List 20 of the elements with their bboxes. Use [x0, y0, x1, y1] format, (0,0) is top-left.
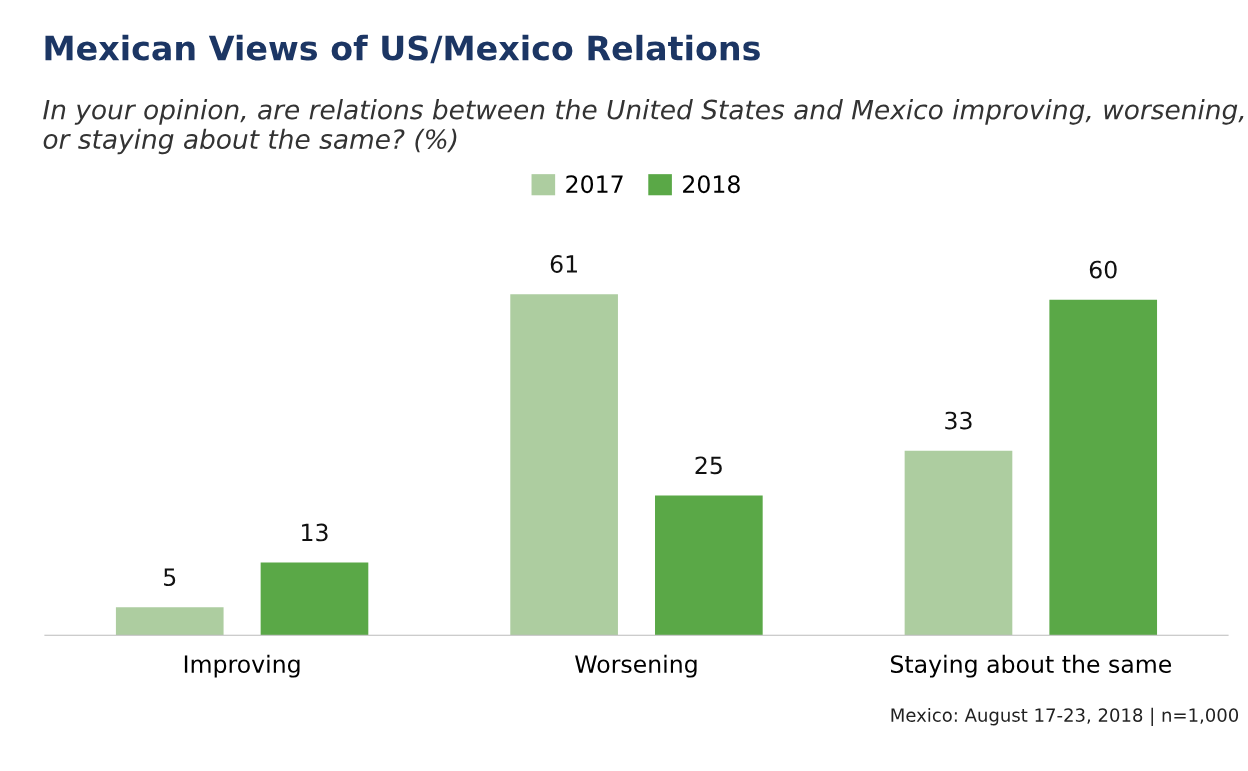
- bar: [1049, 299, 1158, 636]
- data-label: 13: [302, 523, 328, 542]
- bar: [655, 495, 763, 636]
- data-label: 60: [1089, 260, 1117, 279]
- x-tick-label: Worsening: [575, 654, 697, 678]
- bar: [115, 607, 224, 636]
- x-tick-label: Improving: [184, 654, 300, 678]
- x-tick-label: Staying about the same: [890, 654, 1172, 678]
- bar: [904, 450, 1013, 636]
- data-label: 33: [945, 411, 972, 430]
- bar: [510, 294, 618, 636]
- text: Mexico: August 17-23, 2018 | n=1,000: [891, 707, 1239, 726]
- chart-subtitle: In your opinion, are relations between the United States and Mexico improving, worsening, or staying about the same? (%): [43, 99, 1244, 155]
- data-label: 5: [164, 568, 176, 587]
- data-label: 25: [695, 456, 722, 475]
- legend-label: 2018: [683, 175, 740, 194]
- legend-label: 2017: [566, 175, 623, 194]
- chart-title: Mexican Views of US/Mexico Relations: [45, 34, 760, 64]
- data-label: 61: [550, 255, 577, 273]
- bar: [260, 562, 369, 636]
